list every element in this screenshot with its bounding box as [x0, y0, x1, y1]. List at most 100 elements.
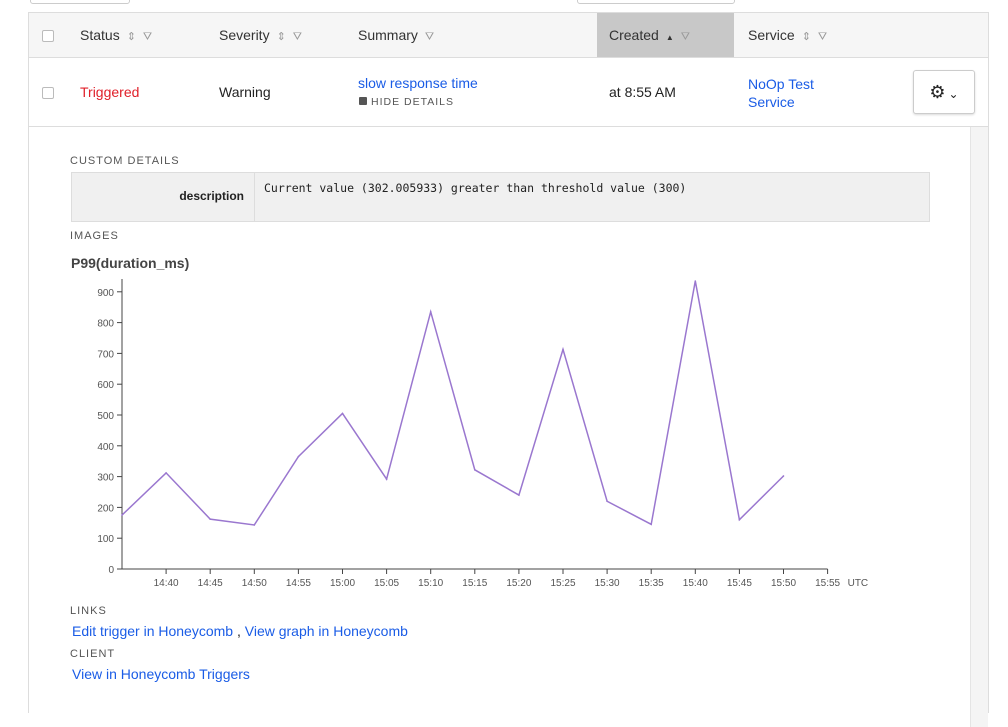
link-separator: ,	[236, 623, 241, 639]
custom-details-label: CUSTOM DETAILS	[70, 155, 180, 167]
x-tick-label: 14:50	[242, 578, 267, 589]
filter-icon[interactable]: ⛛	[292, 31, 303, 43]
data-point	[650, 523, 652, 526]
row-checkbox[interactable]	[42, 87, 54, 99]
data-point	[694, 280, 697, 282]
data-point	[121, 514, 123, 516]
detail-key: description	[72, 173, 255, 221]
data-point	[474, 469, 476, 471]
sort-icon[interactable]: ⇕	[276, 31, 286, 43]
column-service[interactable]: Service ⇕ ⛛	[748, 13, 827, 57]
actions-menu-button[interactable]: ⚙ ⌄	[913, 70, 975, 114]
x-tick-label: 15:45	[727, 578, 752, 589]
hide-details-button[interactable]: HIDE DETAILS	[359, 96, 454, 108]
data-point	[606, 500, 608, 503]
select-all-checkbox[interactable]	[42, 30, 54, 42]
chevron-down-icon: ⌄	[948, 87, 959, 101]
collapse-icon	[359, 97, 367, 105]
x-tick-label: 14:45	[198, 578, 223, 589]
gear-icon: ⚙	[929, 82, 946, 102]
data-point	[429, 311, 432, 313]
data-point	[253, 524, 256, 526]
filter-icon[interactable]: ⛛	[680, 31, 690, 43]
x-tick-label: 15:50	[771, 578, 796, 589]
y-tick-label: 500	[97, 411, 114, 422]
data-point	[165, 472, 167, 474]
x-unit-label: UTC	[848, 578, 869, 589]
x-tick-label: 15:20	[506, 578, 531, 589]
column-label: Severity	[219, 27, 270, 43]
y-tick-label: 900	[97, 288, 114, 299]
y-tick-label: 700	[97, 349, 114, 360]
scrollbar[interactable]	[970, 127, 988, 727]
links-label: LINKS	[70, 605, 107, 617]
x-tick-label: 14:55	[286, 578, 311, 589]
column-summary[interactable]: Summary ⛛	[358, 13, 434, 57]
sort-icon[interactable]: ⇕	[126, 31, 136, 43]
service-name-line2: Service	[748, 94, 795, 110]
x-tick-label: 15:15	[462, 578, 487, 589]
sort-icon[interactable]: ⇕	[801, 31, 811, 43]
links-row: Edit trigger in Honeycomb , View graph i…	[72, 623, 408, 639]
x-tick-label: 14:40	[154, 578, 179, 589]
chart-title: P99(duration_ms)	[71, 255, 190, 271]
y-tick-label: 100	[97, 534, 114, 545]
service-link[interactable]: NoOp Test Service	[748, 75, 814, 111]
view-graph-link[interactable]: View graph in Honeycomb	[244, 623, 408, 639]
x-tick-label: 15:10	[418, 578, 443, 589]
data-point	[738, 518, 741, 521]
column-label: Service	[748, 27, 795, 43]
top-button-left[interactable]	[30, 0, 130, 4]
detail-value: Current value (302.005933) greater than …	[264, 181, 687, 195]
y-tick-label: 200	[97, 503, 114, 514]
column-label: Created	[609, 27, 659, 43]
status-badge: Triggered	[80, 84, 140, 100]
column-label: Status	[80, 27, 120, 43]
filter-icon[interactable]: ⛛	[424, 31, 435, 43]
y-tick-label: 0	[108, 565, 114, 576]
custom-details-table: description Current value (302.005933) g…	[71, 172, 930, 222]
data-point	[297, 455, 300, 458]
hide-details-label: HIDE DETAILS	[371, 96, 454, 108]
p99-duration-chart: 0 100 200 300 400 500 600 700 800 900 14:40 14:45 14…	[97, 279, 869, 589]
data-point	[782, 475, 785, 477]
service-name-line1: NoOp Test	[748, 76, 814, 92]
x-tick-label: 15:35	[639, 578, 664, 589]
client-link[interactable]: View in Honeycomb Triggers	[72, 666, 250, 682]
series-line	[121, 280, 785, 526]
x-tick-label: 15:30	[595, 578, 620, 589]
filter-icon[interactable]: ⛛	[817, 31, 828, 43]
top-button-right[interactable]	[577, 0, 735, 4]
x-tick-label: 15:55	[815, 578, 840, 589]
created-time: at 8:55 AM	[609, 84, 676, 100]
severity: Warning	[219, 84, 271, 100]
client-label: CLIENT	[70, 648, 116, 660]
x-tick-label: 15:00	[330, 578, 355, 589]
incident-details: CUSTOM DETAILS description Current value…	[29, 127, 969, 727]
data-point	[341, 412, 344, 415]
x-tick-label: 15:05	[374, 578, 399, 589]
data-point	[385, 478, 388, 480]
column-label: Summary	[358, 27, 418, 43]
y-tick-label: 600	[97, 380, 114, 391]
y-tick-label: 400	[97, 442, 114, 453]
x-tick-label: 15:25	[550, 578, 575, 589]
column-status[interactable]: Status ⇕ ⛛	[80, 13, 152, 57]
x-tick-label: 15:40	[683, 578, 708, 589]
incidents-table: Status ⇕ ⛛ Severity ⇕ ⛛ Summary ⛛ Created ▲ ⛛ S…	[28, 12, 989, 727]
table-row: Triggered Warning slow response time HID…	[29, 58, 988, 127]
filter-icon[interactable]: ⛛	[142, 31, 153, 43]
y-tick-label: 300	[97, 473, 114, 484]
column-severity[interactable]: Severity ⇕ ⛛	[219, 13, 302, 57]
data-point	[209, 518, 211, 520]
summary-link[interactable]: slow response time	[358, 75, 478, 91]
data-point	[562, 348, 564, 351]
column-created[interactable]: Created ▲ ⛛	[597, 13, 734, 57]
detail-key-text: description	[179, 189, 244, 203]
data-point	[518, 494, 520, 496]
edit-trigger-link[interactable]: Edit trigger in Honeycomb	[72, 623, 234, 639]
y-tick-label: 800	[97, 319, 114, 330]
table-header: Status ⇕ ⛛ Severity ⇕ ⛛ Summary ⛛ Created ▲ ⛛ S…	[29, 13, 988, 58]
images-label: IMAGES	[70, 230, 119, 242]
sort-ascending-icon[interactable]: ▲	[665, 33, 674, 42]
